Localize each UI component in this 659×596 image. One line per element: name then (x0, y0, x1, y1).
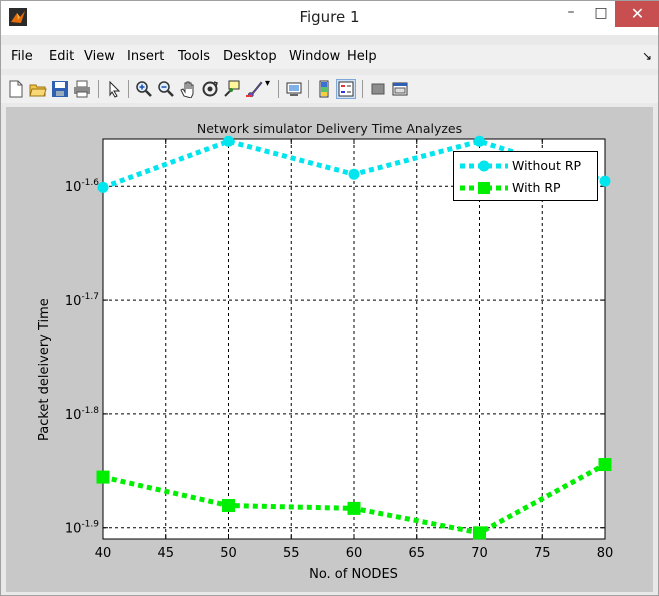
x-tick-label: 65 (408, 546, 425, 561)
legend-swatch-without-rp (460, 160, 508, 172)
matlab-icon (9, 8, 27, 26)
toolbar-separator (362, 80, 363, 98)
menu-insert[interactable]: Insert (127, 49, 165, 64)
menu-edit[interactable]: Edit (49, 49, 75, 64)
data-point-without-rp (348, 168, 360, 180)
axes-box (102, 138, 606, 540)
data-cursor-icon[interactable] (223, 80, 241, 98)
link-icon[interactable] (285, 80, 303, 98)
show-plot-tools-icon[interactable] (391, 80, 409, 98)
save-icon[interactable] (51, 80, 69, 98)
new-figure-icon[interactable] (7, 80, 25, 98)
data-point-without-rp (223, 135, 234, 147)
open-icon[interactable] (29, 80, 47, 98)
data-point-with-rp (347, 501, 361, 515)
maximize-button[interactable]: □ (594, 5, 608, 21)
figure-toolbar: ▾ (1, 75, 658, 103)
x-tick-label: 40 (95, 546, 112, 561)
legend-item-with-rp: With RP (454, 178, 599, 198)
colorbar-icon[interactable] (315, 80, 333, 98)
brush-dropdown-icon[interactable]: ▾ (265, 78, 271, 89)
x-tick-label: 50 (220, 546, 237, 561)
menu-file[interactable]: File (11, 49, 33, 64)
data-point-without-rp (474, 135, 485, 147)
menu-bar: File Edit View Insert Tools Desktop Wind… (1, 45, 658, 69)
menu-help[interactable]: Help (347, 49, 377, 64)
legend[interactable]: Without RP With RP (453, 151, 598, 201)
x-tick-label: 45 (157, 546, 174, 561)
legend-item-without-rp: Without RP (454, 156, 599, 176)
data-point-with-rp (473, 526, 486, 540)
brush-icon[interactable] (245, 80, 263, 98)
rotate-icon[interactable] (201, 80, 219, 98)
x-tick-label: 80 (597, 546, 614, 561)
hide-plot-tools-icon[interactable] (369, 80, 387, 98)
data-point-with-rp (96, 470, 110, 484)
minimize-button[interactable]: – (567, 4, 575, 20)
menu-view[interactable]: View (84, 49, 115, 64)
y-axis-label: Packet deleivery Time (37, 298, 52, 441)
x-tick-label: 60 (346, 546, 363, 561)
pointer-icon[interactable] (105, 80, 123, 98)
legend-icon[interactable] (336, 79, 356, 99)
toolbar-separator (128, 80, 129, 98)
menu-window[interactable]: Window (289, 49, 341, 64)
dock-arrow-icon[interactable]: ↘ (641, 49, 652, 63)
legend-label-with-rp: With RP (512, 180, 561, 195)
title-bar[interactable]: Figure 1 – □ ✕ (1, 1, 659, 35)
x-tick-label: 75 (534, 546, 551, 561)
pan-icon[interactable] (179, 80, 197, 98)
data-point-with-rp (222, 499, 235, 513)
zoom-out-icon[interactable] (157, 80, 175, 98)
zoom-in-icon[interactable] (135, 80, 153, 98)
x-tick-label: 70 (471, 546, 488, 561)
toolbar-separator (98, 80, 99, 98)
data-point-without-rp (599, 175, 611, 187)
y-tick-label: 10-1.8 (65, 406, 99, 423)
x-tick-label: 55 (283, 546, 300, 561)
toolbar-separator (278, 80, 279, 98)
y-tick-label: 10-1.7 (65, 292, 99, 309)
legend-swatch-with-rp (460, 182, 508, 194)
y-tick-label: 10-1.9 (65, 520, 99, 537)
data-point-with-rp (598, 458, 612, 472)
menu-desktop[interactable]: Desktop (223, 49, 277, 64)
chart-title: Network simulator Delivery Time Analyzes (196, 121, 463, 136)
menu-tools[interactable]: Tools (178, 49, 211, 64)
print-icon[interactable] (73, 80, 91, 98)
data-point-without-rp (97, 181, 109, 193)
legend-label-without-rp: Without RP (512, 158, 582, 173)
y-tick-label: 10-1.6 (65, 178, 99, 195)
toolbar-separator (308, 80, 309, 98)
x-axis-label: No. of NODES (309, 567, 398, 582)
close-button[interactable]: ✕ (615, 1, 659, 27)
window-title: Figure 1 (299, 8, 360, 26)
